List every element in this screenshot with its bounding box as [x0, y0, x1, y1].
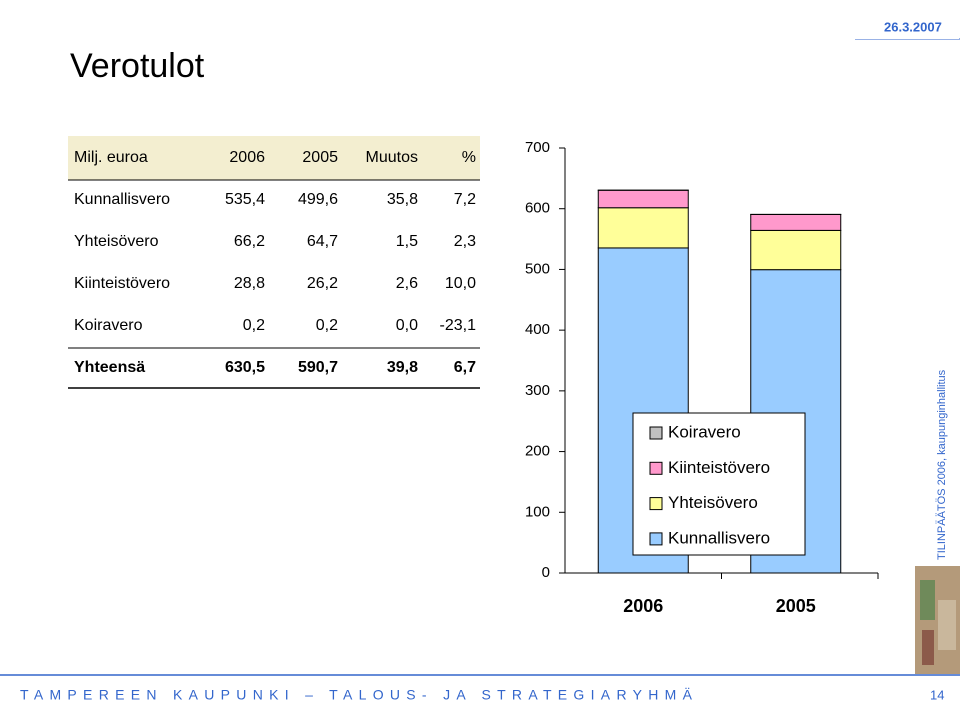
date-box [855, 16, 959, 39]
table-cell: 0,0 [396, 317, 418, 334]
y-tick-label: 500 [525, 260, 550, 277]
legend-swatch [649, 497, 663, 511]
table-cell: -23,1 [440, 317, 477, 334]
table-cell: 0,2 [243, 317, 265, 334]
table-cell: 26,2 [307, 275, 338, 292]
table-cell: Koiravero [74, 317, 143, 334]
table-cell: 499,6 [298, 191, 338, 208]
legend-label: Kiinteistövero [668, 458, 770, 477]
legend-swatch [649, 461, 663, 475]
date: 26.3.2007 [884, 19, 942, 34]
table-cell: 2006 [229, 149, 265, 166]
table-cell: 28,8 [234, 275, 265, 292]
y-tick-label: 300 [525, 382, 550, 399]
y-tick-label: 400 [525, 321, 550, 338]
table-cell: Kiinteistövero [74, 275, 170, 292]
table-cell: 64,7 [307, 233, 338, 250]
table-cell: 2,3 [454, 233, 476, 250]
x-tick-label: 2006 [623, 596, 663, 616]
legend-swatch [649, 532, 663, 546]
side-text: TILINPÄÄTÖS 2006, kaupunginhallitus [936, 369, 948, 560]
bar-segment [750, 213, 842, 231]
table-cell: 35,8 [387, 191, 418, 208]
table-cell: Yhteensä [74, 359, 145, 376]
table: Milj. euroa 2006 2005 Muutos % Kunnallisvero 5… [68, 149, 480, 389]
table-cell: 10,0 [445, 275, 476, 292]
photo [915, 566, 960, 674]
legend-label: Yhteisövero [668, 493, 758, 512]
table-cell: % [462, 149, 476, 166]
bar-segment [597, 189, 689, 209]
page-number: 14 [930, 687, 944, 702]
table-cell: Milj. euroa [74, 149, 148, 166]
table-cell: 0,2 [316, 317, 338, 334]
table-cell: 7,2 [454, 191, 476, 208]
legend-label: Koiravero [668, 422, 741, 441]
table-cell: 535,4 [225, 191, 265, 208]
table-cell: Muutos [366, 149, 418, 166]
y-tick-label: 700 [525, 139, 550, 156]
table-cell: Yhteisövero [74, 233, 159, 250]
y-tick-label: 100 [525, 503, 550, 520]
y-tick-label: 0 [542, 564, 550, 581]
table-header-bg [68, 136, 480, 180]
bar-segment [750, 229, 842, 271]
legend-label: Kunnallisvero [668, 528, 770, 547]
table-cell: 590,7 [298, 359, 338, 376]
table-cell: 2005 [302, 149, 338, 166]
table-cell: 66,2 [234, 233, 265, 250]
table-cell: 2,6 [396, 275, 418, 292]
y-tick-label: 200 [525, 443, 550, 460]
table-cell: 630,5 [225, 359, 265, 376]
table-cell: 39,8 [387, 359, 418, 376]
table-cell: Kunnallisvero [74, 191, 170, 208]
slide-title: Verotulot [70, 47, 205, 85]
x-tick-label: 2005 [776, 596, 816, 616]
chart: 0 100 200 300 400 500 600 700 2006 2005 Kunnallisv… [525, 139, 879, 616]
table-cell: 6,7 [454, 359, 476, 376]
table-cell: 1,5 [396, 233, 418, 250]
legend-swatch [649, 426, 663, 440]
y-tick-label: 600 [525, 200, 550, 217]
bar-segment [597, 207, 689, 249]
footer-text: TAMPEREEN KAUPUNKI – TALOUS- JA STRATEGI… [20, 687, 698, 703]
